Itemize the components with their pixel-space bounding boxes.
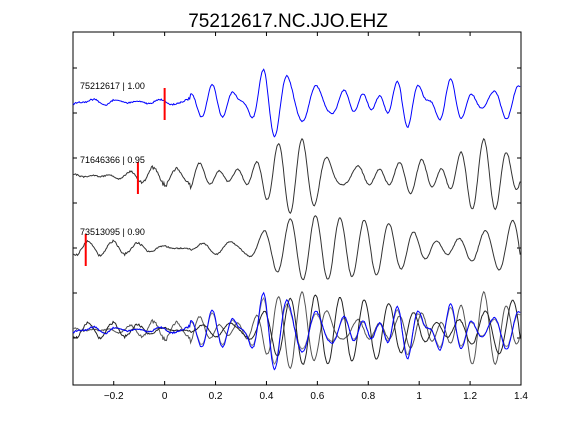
- x-tick-label: 0.8: [361, 391, 375, 402]
- stack-trace-2: [72, 294, 521, 365]
- pick-markers: [84, 88, 166, 266]
- x-tick-label: −0.2: [104, 391, 124, 402]
- x-tick-label: 0.2: [209, 391, 223, 402]
- trace-labels: 75212617 | 1.00 71646366 | 0.95 73513095 |…: [80, 81, 145, 237]
- x-tick-label: 1.2: [463, 391, 477, 402]
- trace-line-71646366: [72, 137, 521, 215]
- trace-label-75212617: 75212617 | 1.00: [80, 81, 145, 91]
- x-tick-label: 0.6: [310, 391, 324, 402]
- x-tick-label: 1.4: [514, 391, 528, 402]
- stack-trace-3: [72, 291, 521, 371]
- stacked-traces: [72, 290, 521, 371]
- x-tick-label: 0: [162, 391, 168, 402]
- x-tick-label: 1: [416, 391, 422, 402]
- trace-line-73513095: [72, 215, 521, 281]
- plot-frame: [72, 31, 522, 386]
- x-tick-label: 0.4: [260, 391, 274, 402]
- trace-line-75212617: [72, 68, 521, 138]
- traces: [72, 68, 521, 281]
- stack-trace-1: [73, 290, 521, 370]
- x-tick-labels: −0.2 0 0.2 0.4 0.6 0.8 1 1.2 1.4: [104, 391, 529, 402]
- trace-label-73513095: 73513095 | 0.90: [80, 227, 145, 237]
- trace-label-71646366: 71646366 | 0.95: [80, 155, 145, 165]
- chart-title: 75212617.NC.JJO.EHZ: [188, 11, 388, 32]
